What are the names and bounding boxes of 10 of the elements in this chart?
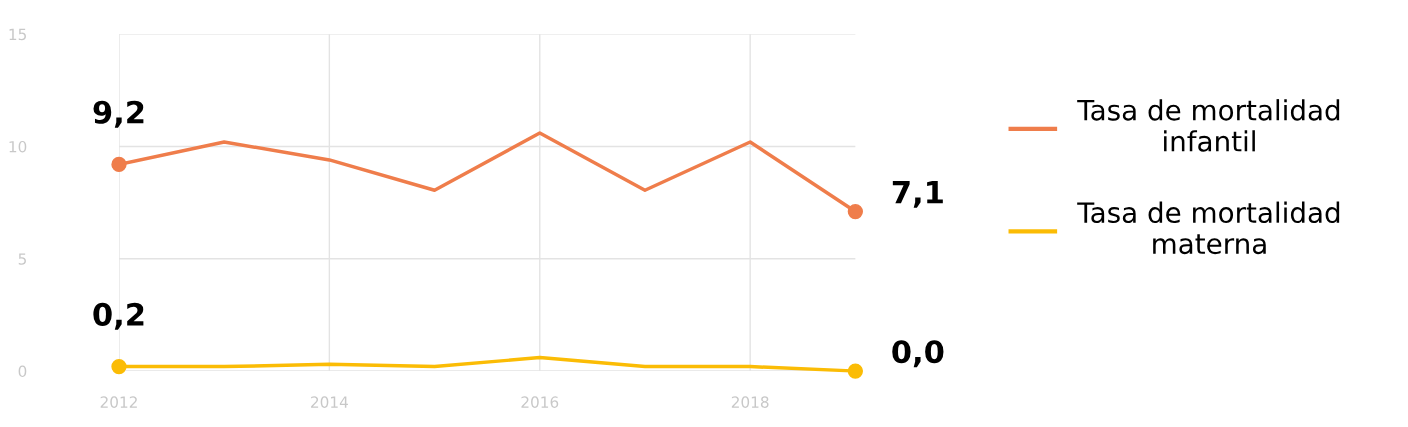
point xyxy=(111,358,127,375)
legend-label: Tasa de mortalidad infantil xyxy=(1077,99,1340,152)
data-label: 0,0 xyxy=(892,340,944,368)
point xyxy=(111,156,127,173)
point xyxy=(847,363,863,379)
legend-label: Tasa de mortalidad materna xyxy=(1077,201,1340,255)
point xyxy=(847,203,863,220)
data-label: 0,2 xyxy=(93,302,144,330)
data-label: 7,1 xyxy=(892,181,943,208)
data-label: 9,2 xyxy=(93,100,144,128)
